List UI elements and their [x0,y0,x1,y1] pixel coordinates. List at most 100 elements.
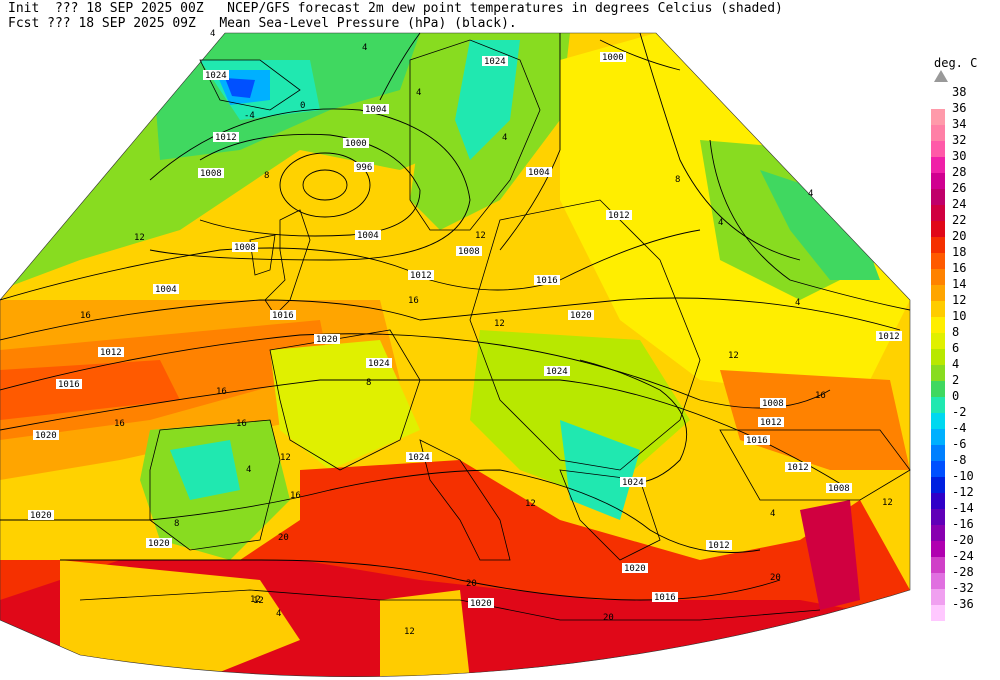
isobar-label: 1012 [787,463,809,473]
legend-row: 18 [928,245,998,269]
isobar-label: 1016 [58,380,80,390]
legend-label: 12 [952,293,967,307]
dewpoint-label: 12 [250,595,261,605]
legend-swatch [931,237,945,253]
legend-label: -24 [952,549,974,563]
legend-row: 20 [928,229,998,253]
legend-label: -6 [952,437,967,451]
legend-row: 14 [928,277,998,301]
isobar-label: 1016 [536,276,558,286]
dewpoint-label: 4 [502,133,507,143]
legend-row: 34 [928,117,998,141]
legend-row: 0 [928,389,998,413]
legend-swatch [931,413,945,429]
isobar-label: 1016 [272,311,294,321]
dewpoint-label: 16 [80,311,91,321]
dewpoint-label: 12 [494,319,505,329]
legend-label: -12 [952,485,974,499]
isobar-label: 1016 [746,436,768,446]
legend-row: 6 [928,341,998,365]
legend-label: -16 [952,517,974,531]
legend-label: 20 [952,229,967,243]
legend-label: 0 [952,389,960,403]
legend-label: 32 [952,133,967,147]
isobar-label: 1024 [368,359,390,369]
legend-row: 4 [928,357,998,381]
dewpoint-label: 4 [276,609,281,619]
isobar-label: 1012 [100,348,122,358]
dewpoint-label: 4 [246,465,251,475]
legend-label: 10 [952,309,967,323]
isobar-label: 1020 [35,431,57,441]
dewpoint-label: 12 [728,351,739,361]
legend-swatch [931,285,945,301]
dewpoint-label: 16 [815,391,826,401]
legend-label: 38 [952,85,967,99]
legend-swatch [931,109,945,125]
isobar-label: 1000 [602,53,624,63]
isobar-label: 1008 [828,484,850,494]
dewpoint-label: 8 [174,519,179,529]
legend-row: -10 [928,469,998,493]
forecast-time: Fcst ??? 18 SEP 2025 09Z [8,16,196,31]
legend-label: 16 [952,261,967,275]
header-line-fcst: Fcst ??? 18 SEP 2025 09Z Mean Sea-Level … [8,17,517,31]
legend-label: 2 [952,373,960,387]
legend-swatch [931,445,945,461]
legend-row: -8 [928,453,998,477]
dewpoint-label: 20 [466,579,477,589]
dewpoint-label: 8 [675,175,680,185]
isobar-label: 1024 [546,367,568,377]
isobar-label: 1004 [528,168,550,178]
isobar-label: 1012 [410,271,432,281]
legend-swatch [931,605,945,621]
map-subtitle: Mean Sea-Level Pressure (hPa) (black). [219,16,517,31]
legend-swatch [931,381,945,397]
dewpoint-label: 12 [134,233,145,243]
isobar-label: 1024 [484,57,506,67]
dewpoint-label: 4 [795,298,800,308]
dewpoint-label: 4 [808,189,813,199]
legend-row: 38 [928,85,998,109]
legend-swatch [931,205,945,221]
dewpoint-label: 12 [882,498,893,508]
dewpoint-label: 4 [718,218,723,228]
legend-swatch [931,493,945,509]
legend-label: -20 [952,533,974,547]
legend-label: -10 [952,469,974,483]
dewpoint-label: 20 [770,573,781,583]
legend-label: 22 [952,213,967,227]
legend-row: -6 [928,437,998,461]
dewpoint-label: 16 [236,419,247,429]
dewpoint-label: 16 [408,296,419,306]
legend-row: -4 [928,421,998,445]
dewpoint-label: 20 [603,613,614,623]
legend-swatch [931,365,945,381]
map-title: NCEP/GFS forecast 2m dew point temperatu… [227,1,783,16]
legend-swatch [931,461,945,477]
legend-label: -8 [952,453,967,467]
legend-swatch [931,573,945,589]
legend-label: -4 [952,421,967,435]
legend-label: 8 [952,325,960,339]
legend-swatch [931,429,945,445]
isobar-label: 1012 [878,332,900,342]
legend-title: deg. C [934,56,978,70]
legend-swatch [931,141,945,157]
legend-label: 14 [952,277,967,291]
coastlines [79,39,911,621]
isobar-label: 1016 [654,593,676,603]
legend-swatch [931,253,945,269]
legend-swatch [931,541,945,557]
isobar-label: 1024 [622,478,644,488]
dewpoint-label: 20 [278,533,289,543]
isobar-labels: 1024 1012 1008 1004 1000 996 1004 1008 1… [28,52,902,609]
dewpoint-label: 16 [216,387,227,397]
legend-row: -2 [928,405,998,429]
legend-row: 16 [928,261,998,285]
isobar-label: 1020 [148,539,170,549]
isobar-label: 1012 [215,133,237,143]
legend-row: 32 [928,133,998,157]
